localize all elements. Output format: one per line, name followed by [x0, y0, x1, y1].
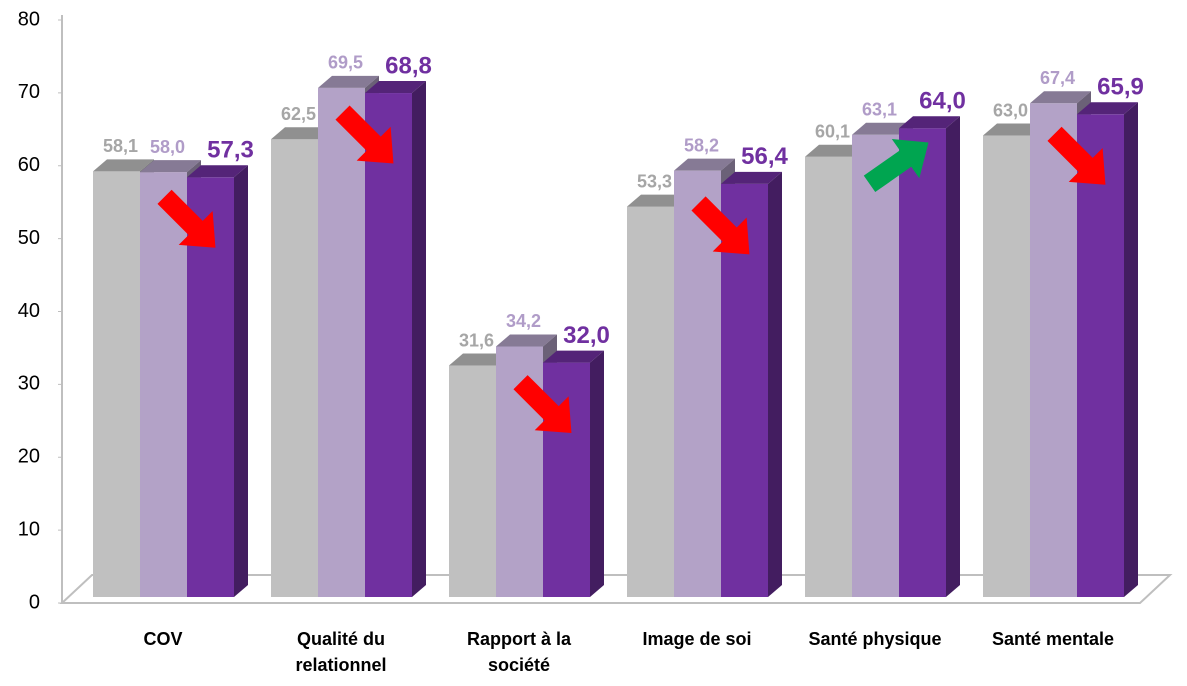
- data-label: 63,0: [993, 100, 1028, 120]
- bar-top: [721, 171, 782, 184]
- bar-side: [1124, 102, 1138, 597]
- bar-top: [983, 123, 1044, 136]
- data-label: 68,8: [385, 52, 432, 79]
- bar-front: [805, 156, 852, 597]
- bar-top: [365, 81, 426, 94]
- x-tick-label: Rapport à la société: [466, 629, 572, 675]
- bar-front: [140, 172, 187, 597]
- x-tick-label: Santé physique: [808, 629, 942, 649]
- bar-top: [140, 160, 201, 173]
- bar-front: [318, 87, 365, 597]
- bar-front: [271, 139, 318, 597]
- data-label: 31,6: [459, 330, 494, 350]
- trend-arrow: [157, 189, 216, 248]
- bar-front: [93, 171, 140, 598]
- y-tick-label: 60: [18, 154, 40, 176]
- bar-top: [1077, 102, 1138, 115]
- bar-front: [674, 170, 721, 597]
- bar-front: [365, 93, 412, 597]
- bar-top: [496, 334, 557, 347]
- trend-arrow: [1047, 126, 1106, 185]
- bar-front: [983, 135, 1030, 597]
- bar-front: [449, 365, 496, 597]
- bar-front: [1030, 103, 1077, 598]
- data-label: 65,9: [1097, 74, 1144, 101]
- data-label: 63,1: [862, 100, 897, 120]
- trend-arrow: [691, 196, 750, 255]
- bar-top: [852, 122, 913, 135]
- data-label: 57,3: [207, 137, 254, 164]
- bar-top: [318, 75, 379, 88]
- y-tick-label: 10: [18, 518, 40, 540]
- bar-side: [590, 350, 604, 597]
- bar-top: [627, 194, 688, 207]
- bar-front: [899, 128, 946, 597]
- bar-top: [449, 353, 510, 366]
- data-label: 58,1: [103, 136, 138, 156]
- data-label: 60,1: [815, 122, 850, 142]
- bar-side: [234, 165, 248, 597]
- data-label: 58,2: [684, 135, 719, 155]
- data-label: 58,0: [150, 137, 185, 157]
- bar-top: [899, 116, 960, 129]
- data-label: 32,0: [563, 322, 610, 349]
- data-label: 62,5: [281, 104, 316, 124]
- y-tick-label: 80: [18, 8, 40, 30]
- data-label: 34,2: [506, 311, 541, 331]
- y-tick-label: 70: [18, 81, 40, 103]
- bar-front: [1077, 114, 1124, 597]
- bar-side: [946, 116, 960, 597]
- trend-arrow: [513, 375, 572, 434]
- x-tick-label: COV: [143, 629, 183, 649]
- x-tick-label: Qualité du relationnel: [295, 629, 387, 675]
- bar-top: [805, 144, 866, 157]
- data-label: 56,4: [741, 143, 788, 170]
- bar-side: [412, 81, 426, 598]
- y-tick-label: 50: [18, 227, 40, 249]
- data-label: 53,3: [637, 171, 672, 191]
- trend-arrow: [863, 138, 929, 193]
- y-tick-label: 0: [29, 591, 40, 613]
- x-tick-label: Image de soi: [642, 629, 752, 649]
- trend-arrow: [335, 105, 394, 164]
- data-label: 69,5: [328, 53, 363, 73]
- bar-top: [93, 159, 154, 172]
- bar-top: [674, 158, 735, 171]
- bar-side: [768, 171, 782, 597]
- bar-top: [187, 165, 248, 178]
- bar-top: [1030, 91, 1091, 104]
- bar-top: [543, 350, 604, 363]
- data-label: 67,4: [1040, 68, 1075, 88]
- y-tick-label: 40: [18, 300, 40, 322]
- x-tick-label: Santé mentale: [991, 629, 1115, 649]
- y-tick-label: 20: [18, 446, 40, 468]
- bar-front: [627, 206, 674, 597]
- bar-top: [271, 127, 332, 140]
- data-label: 64,0: [919, 88, 966, 115]
- y-tick-label: 30: [18, 373, 40, 395]
- bar-front: [852, 134, 899, 598]
